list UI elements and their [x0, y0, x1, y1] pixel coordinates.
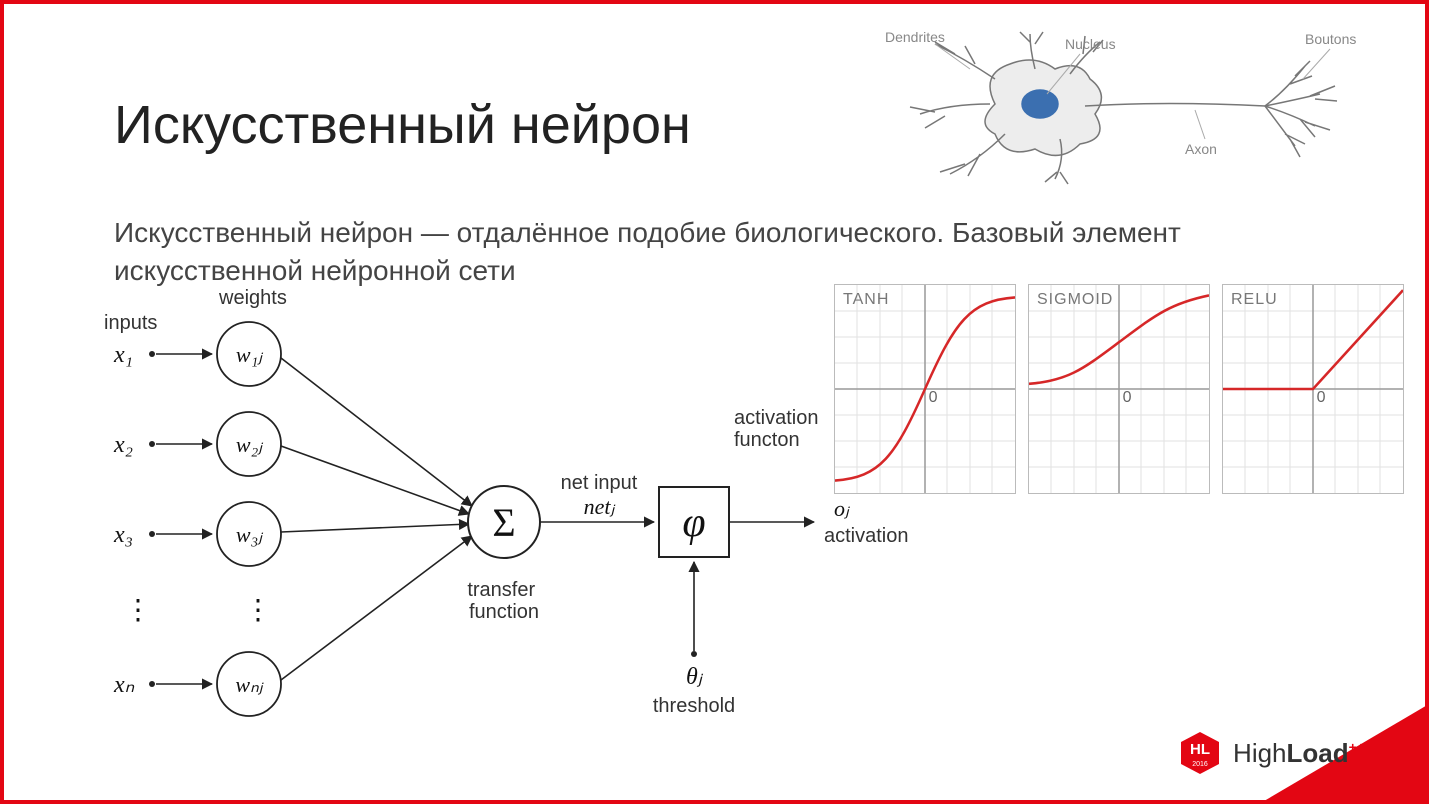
label-dendrites: Dendrites [885, 29, 945, 45]
weight-w1j: w₁ⱼ [236, 342, 263, 367]
label-netj: netⱼ [584, 494, 616, 519]
label-activation-function: activation functon [734, 407, 824, 451]
weight-w2j: w₂ⱼ [236, 432, 263, 457]
plot-label-relu: RELU [1231, 291, 1278, 309]
label-axon: Axon [1185, 141, 1217, 157]
label-transfer-function: transfer function [467, 579, 540, 623]
label-boutons: Boutons [1305, 31, 1356, 47]
plot-zero-sigmoid: 0 [1123, 389, 1132, 407]
sigma-symbol: Σ [492, 500, 515, 545]
weight-ellipsis: ⋮ [244, 594, 272, 625]
label-activation: activation [824, 525, 909, 547]
input-x2: x₂ [113, 432, 133, 458]
perceptron-diagram: inputs weights x₁ x₂ x₃ xₙ ⋮ ⋮ [94, 284, 934, 784]
plot-label-sigmoid: SIGMOID [1037, 291, 1113, 309]
activation-plots: TANH 0 SIGMOID [834, 284, 1404, 494]
weight-wnj: wₙⱼ [235, 672, 263, 697]
label-net-input: net input [561, 472, 638, 494]
slide: Искусственный нейрон Искусственный нейро… [0, 0, 1429, 804]
plot-tanh: TANH 0 [834, 284, 1016, 494]
plot-relu: RELU 0 [1222, 284, 1404, 494]
hl-hex-icon: HL 2016 [1177, 730, 1223, 776]
label-threshold: threshold [653, 695, 735, 717]
highload-logo: HL 2016 HighLoad++ [1177, 730, 1365, 776]
label-oj: oⱼ [834, 496, 850, 521]
label-thetaj: θⱼ [686, 664, 704, 690]
input-x1: x₁ [113, 342, 133, 368]
hl-brand-text: HighLoad++ [1233, 738, 1365, 769]
label-weights: weights [218, 287, 287, 309]
biological-neuron-diagram: Dendrites Nucleus Axon Boutons [825, 24, 1365, 194]
input-x3: x₃ [113, 522, 133, 548]
slide-title: Искусственный нейрон [114, 94, 691, 156]
plot-sigmoid: SIGMOID 0 [1028, 284, 1210, 494]
svg-text:2016: 2016 [1192, 761, 1208, 768]
phi-symbol: φ [682, 500, 705, 546]
plot-zero-relu: 0 [1317, 389, 1326, 407]
label-nucleus: Nucleus [1065, 36, 1116, 52]
plot-zero-tanh: 0 [929, 389, 938, 407]
weight-w3j: w₃ⱼ [236, 522, 263, 547]
plot-label-tanh: TANH [843, 291, 889, 309]
input-xn: xₙ [113, 672, 135, 698]
svg-text:HL: HL [1190, 741, 1210, 758]
input-ellipsis: ⋮ [124, 594, 152, 625]
slide-description: Искусственный нейрон — отдалённое подоби… [114, 214, 1314, 290]
label-inputs: inputs [104, 312, 157, 334]
